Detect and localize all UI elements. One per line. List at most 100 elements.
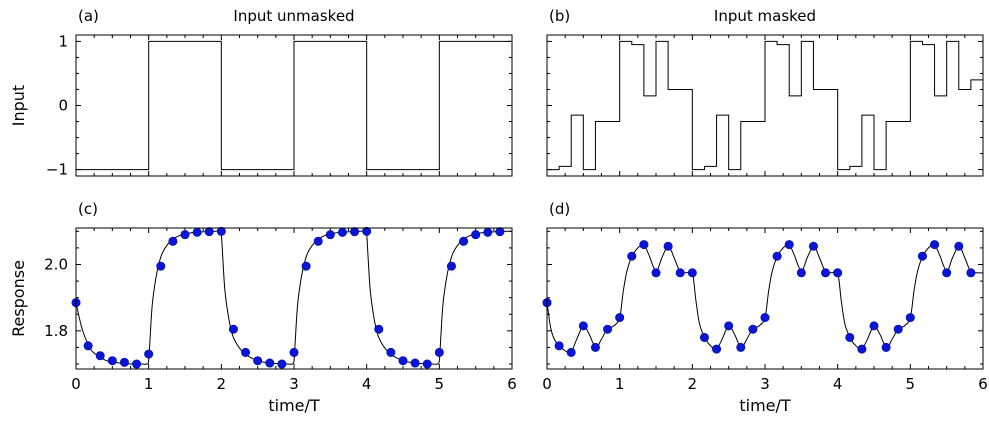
- x-tick-label: 5: [906, 375, 916, 393]
- data-point: [471, 230, 481, 240]
- plot-area: [547, 40, 983, 171]
- data-point: [917, 251, 927, 261]
- x-tick-label: 6: [507, 375, 517, 393]
- data-point: [590, 342, 600, 352]
- data-point: [712, 344, 722, 354]
- data-point: [954, 241, 964, 251]
- data-point: [301, 261, 311, 271]
- response-curve: [76, 230, 512, 365]
- data-point: [156, 261, 166, 271]
- data-point: [289, 347, 299, 357]
- data-point: [905, 313, 915, 323]
- x-tick-label: 3: [289, 375, 299, 393]
- data-point: [724, 321, 734, 331]
- y-tick-label: 1.8: [44, 322, 68, 340]
- x-tick-label: 0: [542, 375, 552, 393]
- data-point: [736, 342, 746, 352]
- data-point: [265, 358, 275, 368]
- data-point: [83, 341, 93, 351]
- data-point: [699, 332, 709, 342]
- plot-area: [76, 40, 512, 171]
- y-axis-label: Response: [9, 260, 28, 337]
- axes-frame: [546, 34, 984, 177]
- data-point: [180, 230, 190, 240]
- panel-title: Input unmasked: [233, 7, 354, 25]
- plot-area: [76, 230, 512, 365]
- data-point: [687, 268, 697, 278]
- data-point: [337, 227, 347, 237]
- data-point: [748, 324, 758, 334]
- y-tick-label: −1: [46, 161, 68, 179]
- x-axis-label: time/T: [268, 396, 320, 415]
- data-point: [942, 268, 952, 278]
- data-point: [459, 236, 469, 246]
- data-point: [784, 240, 794, 250]
- data-point: [808, 241, 818, 251]
- x-tick-label: 5: [435, 375, 445, 393]
- data-point: [350, 227, 360, 237]
- data-point: [675, 268, 685, 278]
- plot-area: [547, 243, 983, 354]
- data-point: [554, 341, 564, 351]
- data-point: [833, 268, 843, 278]
- y-axis-label: Input: [9, 85, 28, 126]
- data-point: [374, 324, 384, 334]
- x-tick-label: 2: [688, 375, 698, 393]
- data-point: [495, 227, 505, 237]
- data-point: [107, 356, 117, 366]
- data-point: [241, 347, 251, 357]
- y-tick-label: 2.0: [44, 255, 68, 273]
- data-point: [253, 356, 263, 366]
- x-tick-label: 4: [362, 375, 372, 393]
- data-point: [639, 240, 649, 250]
- panel-b: (b) Input masked: [546, 7, 984, 177]
- data-point: [881, 342, 891, 352]
- data-point: [168, 236, 178, 246]
- axes-frame: [546, 227, 984, 370]
- data-point: [119, 357, 129, 367]
- data-point: [362, 226, 372, 236]
- x-tick-label: 4: [833, 375, 843, 393]
- data-point: [663, 241, 673, 251]
- data-point: [132, 359, 142, 369]
- data-point: [772, 251, 782, 261]
- data-point: [410, 358, 420, 368]
- data-point: [566, 347, 576, 357]
- x-tick-label: 3: [760, 375, 770, 393]
- series-line: [547, 40, 983, 171]
- x-tick-label: 1: [615, 375, 625, 393]
- data-point: [760, 313, 770, 323]
- data-point: [483, 227, 493, 237]
- data-point: [578, 321, 588, 331]
- data-point: [845, 332, 855, 342]
- data-point: [144, 349, 154, 359]
- data-point: [821, 268, 831, 278]
- data-point: [228, 324, 238, 334]
- data-point: [434, 347, 444, 357]
- data-point: [446, 261, 456, 271]
- data-point: [422, 359, 432, 369]
- panel-label: (c): [78, 200, 98, 218]
- panel-title: Input masked: [714, 7, 816, 25]
- panel-label: (d): [549, 200, 570, 218]
- panel-c: 0 1 2 3 4 5 6 1.8 2.0 Response time/T (c): [9, 200, 517, 415]
- data-point: [398, 356, 408, 366]
- data-point: [204, 227, 214, 237]
- data-point: [615, 313, 625, 323]
- x-tick-label: 6: [978, 375, 988, 393]
- data-point: [796, 268, 806, 278]
- series-line: [76, 40, 512, 171]
- panel-d: 0 1 2 3 4 5 6 time/T (d): [542, 200, 988, 415]
- data-point: [627, 251, 637, 261]
- data-point: [893, 324, 903, 334]
- axes-frame: [75, 227, 513, 370]
- data-point: [651, 268, 661, 278]
- data-point: [603, 324, 613, 334]
- data-point: [869, 321, 879, 331]
- response-curve: [547, 243, 983, 354]
- data-point: [386, 347, 396, 357]
- data-point: [192, 227, 202, 237]
- x-tick-label: 1: [144, 375, 154, 393]
- data-point: [325, 230, 335, 240]
